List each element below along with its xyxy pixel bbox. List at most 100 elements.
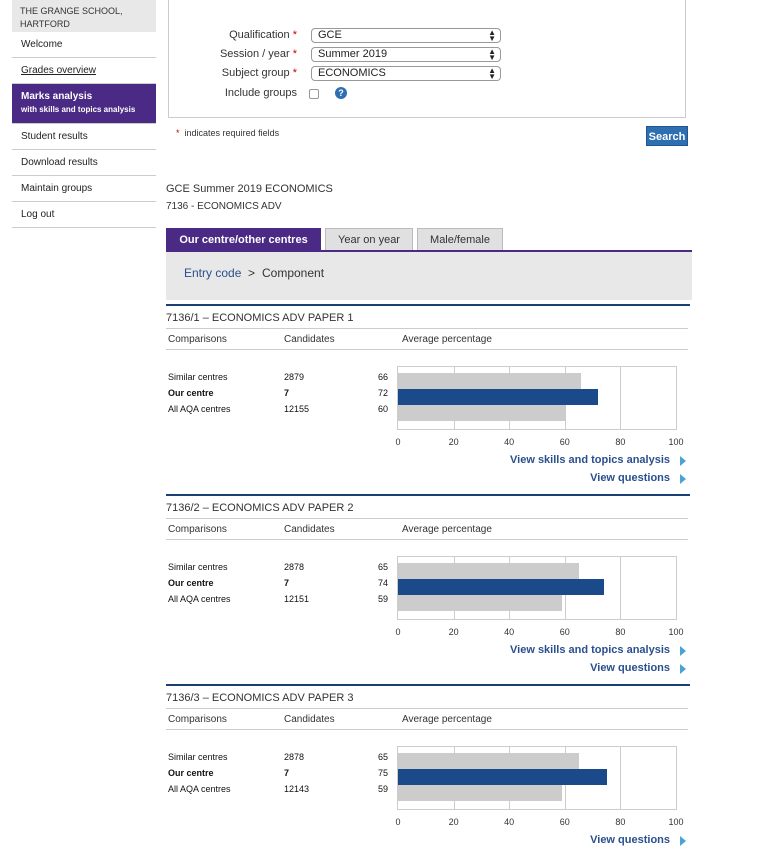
header-comparisons: Comparisons xyxy=(168,334,227,345)
breadcrumb: Entry code > Component xyxy=(166,252,692,300)
candidate-count: 2879 xyxy=(284,372,305,382)
comparison-label: Our centre xyxy=(168,768,214,778)
x-tick-label: 80 xyxy=(615,437,626,447)
nav-welcome[interactable]: Welcome xyxy=(12,32,156,58)
x-tick-label: 60 xyxy=(559,437,570,447)
average-percentage-chart xyxy=(397,746,677,810)
average-percentage-chart xyxy=(397,366,677,430)
view-questions-link[interactable]: View questions xyxy=(590,472,670,484)
comparison-label: All AQA centres xyxy=(168,594,231,604)
tab-underline xyxy=(166,250,692,252)
x-tick-label: 40 xyxy=(504,817,515,827)
view-questions-link[interactable]: View questions xyxy=(590,662,670,674)
section-divider xyxy=(166,304,690,306)
candidate-count: 7 xyxy=(284,578,290,588)
nav-log-out[interactable]: Log out xyxy=(12,202,156,228)
x-tick-label: 0 xyxy=(395,817,401,827)
header-candidates: Candidates xyxy=(284,714,335,725)
nav-student-results[interactable]: Student results xyxy=(12,124,156,150)
chart-bar xyxy=(398,595,563,611)
select-arrows-icon: ▲ ▼ xyxy=(488,66,496,81)
breadcrumb-entry-code[interactable]: Entry code xyxy=(184,266,242,280)
result-title: GCE Summer 2019 ECONOMICS xyxy=(166,183,333,195)
arrow-right-icon[interactable] xyxy=(680,836,686,846)
comparison-label: Similar centres xyxy=(168,562,228,572)
search-button[interactable]: Search xyxy=(646,126,688,146)
x-tick-label: 20 xyxy=(448,817,459,827)
gridline xyxy=(620,557,622,619)
tab-year-on-year[interactable]: Year on year xyxy=(325,228,413,250)
candidate-count: 2878 xyxy=(284,562,305,572)
chart-bar xyxy=(398,373,582,389)
header-candidates: Candidates xyxy=(284,334,335,345)
section-rule xyxy=(166,328,688,329)
bar-value-label: 65 xyxy=(378,752,389,762)
arrow-right-icon[interactable] xyxy=(680,646,686,656)
nav-marks-analysis[interactable]: Marks analysis with skills and topics an… xyxy=(12,84,156,124)
session-select[interactable]: Summer 2019 ▲ ▼ xyxy=(311,47,501,62)
tab-our-centre[interactable]: Our centre/other centres xyxy=(166,228,321,250)
component-section: 7136/2 – ECONOMICS ADV PAPER 2 Comparison… xyxy=(166,494,690,684)
result-subtitle: 7136 - ECONOMICS ADV xyxy=(166,201,282,212)
x-tick-label: 80 xyxy=(615,627,626,637)
view-skills-link[interactable]: View skills and topics analysis xyxy=(510,454,670,466)
bar-value-label: 72 xyxy=(378,388,389,398)
arrow-right-icon[interactable] xyxy=(680,456,686,466)
session-row: Session / year * Summer 2019 ▲ ▼ xyxy=(169,47,687,63)
header-comparisons: Comparisons xyxy=(168,714,227,725)
bar-value-label: 75 xyxy=(378,768,389,778)
component-section: 7136/3 – ECONOMICS ADV PAPER 3 Comparison… xyxy=(166,684,690,854)
breadcrumb-separator: > xyxy=(248,266,256,280)
school-name: THE GRANGE SCHOOL, HARTFORD xyxy=(12,0,156,32)
nav-marks-analysis-sub: with skills and topics analysis xyxy=(21,105,136,114)
gridline xyxy=(620,747,622,809)
section-rule xyxy=(166,729,688,730)
component-title: 7136/2 – ECONOMICS ADV PAPER 2 xyxy=(166,502,354,514)
gridline xyxy=(620,367,622,429)
chart-bar xyxy=(398,753,579,769)
arrow-right-icon[interactable] xyxy=(680,664,686,674)
component-title: 7136/3 – ECONOMICS ADV PAPER 3 xyxy=(166,692,354,704)
chart-bar xyxy=(398,785,563,801)
qualification-label: Qualification * xyxy=(229,29,297,41)
header-average: Average percentage xyxy=(402,524,492,535)
view-skills-link[interactable]: View skills and topics analysis xyxy=(510,644,670,656)
component-title: 7136/1 – ECONOMICS ADV PAPER 1 xyxy=(166,312,354,324)
comparison-label: Similar centres xyxy=(168,752,228,762)
header-candidates: Candidates xyxy=(284,524,335,535)
average-percentage-chart xyxy=(397,556,677,620)
x-tick-label: 100 xyxy=(668,817,684,827)
candidate-count: 12151 xyxy=(284,594,310,604)
qualification-value: GCE xyxy=(318,29,342,41)
x-tick-label: 100 xyxy=(668,627,684,637)
tab-male-female[interactable]: Male/female xyxy=(417,228,503,250)
nav-download-results[interactable]: Download results xyxy=(12,150,156,176)
nav-maintain-groups[interactable]: Maintain groups xyxy=(12,176,156,202)
comparison-label: All AQA centres xyxy=(168,404,231,414)
comparison-label: Our centre xyxy=(168,578,214,588)
nav-marks-analysis-label: Marks analysis xyxy=(21,91,93,102)
view-questions-link[interactable]: View questions xyxy=(590,834,670,846)
comparison-label: Similar centres xyxy=(168,372,228,382)
comparison-label: All AQA centres xyxy=(168,784,231,794)
required-marker: * xyxy=(292,67,297,79)
include-groups-checkbox[interactable] xyxy=(309,89,319,99)
candidate-count: 7 xyxy=(284,768,290,778)
header-average: Average percentage xyxy=(402,334,492,345)
qualification-row: Qualification * GCE ▲ ▼ xyxy=(169,28,687,44)
section-divider xyxy=(166,684,690,686)
include-groups-row: Include groups ? xyxy=(169,86,687,102)
qualification-select[interactable]: GCE ▲ ▼ xyxy=(311,28,501,43)
help-icon[interactable]: ? xyxy=(335,87,347,99)
candidate-count: 12143 xyxy=(284,784,310,794)
subject-select[interactable]: ECONOMICS ▲ ▼ xyxy=(311,66,501,81)
nav-grades-overview[interactable]: Grades overview xyxy=(12,58,156,84)
bar-value-label: 74 xyxy=(378,578,389,588)
x-tick-label: 20 xyxy=(448,437,459,447)
section-rule xyxy=(166,518,688,519)
x-tick-label: 80 xyxy=(615,817,626,827)
required-marker: * xyxy=(292,29,297,41)
arrow-right-icon[interactable] xyxy=(680,474,686,484)
section-divider xyxy=(166,494,690,496)
sidebar: THE GRANGE SCHOOL, HARTFORD Welcome Grad… xyxy=(12,0,156,228)
